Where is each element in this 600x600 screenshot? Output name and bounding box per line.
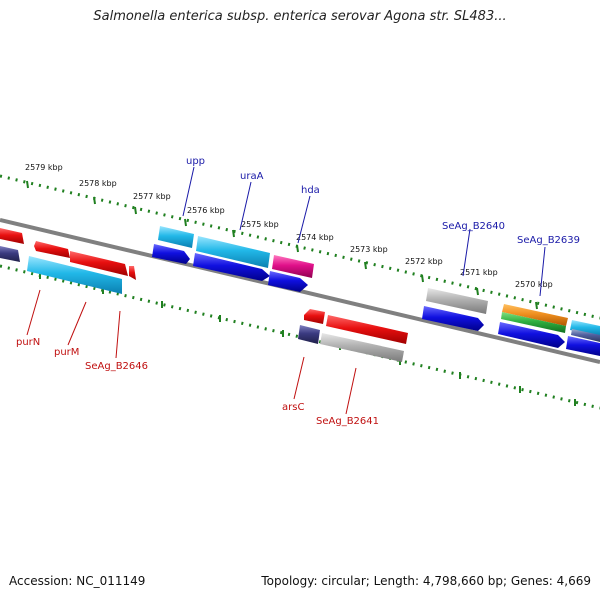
genome-summary-text: Topology: circular; Length: 4,798,660 bp…	[261, 574, 591, 588]
cds-feature[interactable]	[129, 266, 136, 280]
inner-tick-track	[0, 264, 600, 410]
gene-label[interactable]: upp	[186, 156, 205, 167]
cds-feature[interactable]	[0, 246, 20, 262]
kbp-label: 2578 kbp	[79, 179, 117, 188]
cds-feature[interactable]	[571, 329, 600, 342]
cds-feature[interactable]	[272, 255, 314, 278]
gene-label[interactable]: uraA	[240, 171, 264, 182]
cds-feature[interactable]	[298, 325, 320, 344]
cds-feature[interactable]	[570, 320, 600, 336]
gene-label[interactable]: purN	[16, 337, 40, 348]
gene-label[interactable]: SeAg_B2640	[442, 221, 505, 232]
cds-feature[interactable]	[0, 228, 24, 244]
kbp-scale-labels: 2579 kbp 2578 kbp 2577 kbp 2576 kbp 2575…	[25, 163, 553, 289]
cds-feature[interactable]	[498, 322, 565, 348]
cds-features	[0, 226, 600, 362]
cds-feature[interactable]	[268, 271, 308, 292]
gene-label[interactable]: SeAg_B2639	[517, 235, 580, 246]
kbp-label: 2571 kbp	[460, 268, 498, 277]
cds-feature[interactable]	[27, 256, 122, 294]
cds-feature[interactable]	[501, 312, 566, 333]
kbp-label: 2577 kbp	[133, 192, 171, 201]
label-leaders	[26, 166, 546, 415]
cds-feature[interactable]	[304, 309, 325, 324]
kbp-label: 2575 kbp	[241, 220, 279, 229]
kbp-label: 2570 kbp	[515, 280, 553, 289]
map-title: Salmonella enterica subsp. enterica sero…	[93, 9, 507, 24]
cds-feature[interactable]	[326, 315, 408, 344]
gene-label[interactable]: purM	[54, 347, 79, 358]
kbp-label: 2576 kbp	[187, 206, 225, 215]
cds-feature[interactable]	[422, 306, 484, 331]
cds-feature[interactable]	[320, 333, 404, 362]
gene-labels-bottom: purN purM SeAg_B2646 arsC SeAg_B2641	[16, 337, 379, 427]
cds-feature[interactable]	[34, 241, 70, 258]
gene-label[interactable]: hda	[301, 185, 320, 196]
cds-feature[interactable]	[502, 304, 568, 326]
gene-label[interactable]: SeAg_B2646	[85, 361, 148, 372]
gene-labels-top: upp uraA hda SeAg_B2640 SeAg_B2639	[186, 156, 580, 246]
kbp-label: 2573 kbp	[350, 245, 388, 254]
cds-feature[interactable]	[193, 253, 270, 281]
accession-text: Accession: NC_011149	[9, 574, 146, 588]
cds-feature[interactable]	[196, 236, 270, 268]
cds-feature[interactable]	[152, 244, 190, 264]
kbp-label: 2572 kbp	[405, 257, 443, 266]
outer-tick-track	[0, 174, 600, 320]
outer-major-ticks	[26, 180, 538, 310]
kbp-label: 2579 kbp	[25, 163, 63, 172]
cds-feature[interactable]	[566, 336, 600, 356]
cds-feature[interactable]	[158, 226, 194, 248]
kbp-label: 2574 kbp	[296, 233, 334, 242]
gene-label[interactable]: arsC	[282, 402, 304, 413]
cds-feature[interactable]	[70, 251, 128, 276]
gene-label[interactable]: SeAg_B2641	[316, 416, 379, 427]
cds-feature[interactable]	[426, 288, 488, 314]
